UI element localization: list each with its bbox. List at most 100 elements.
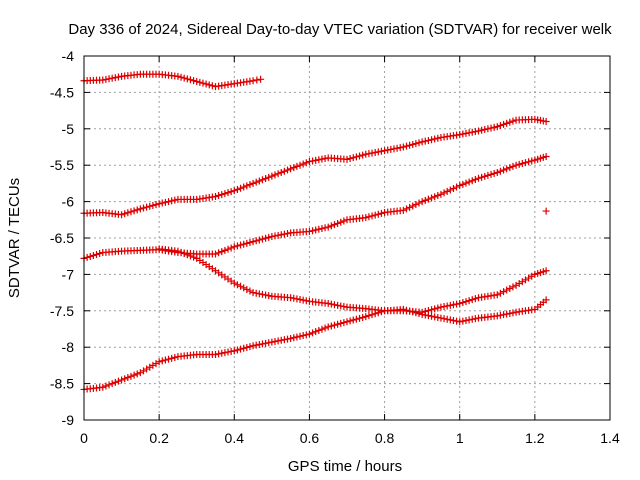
data-point-satellite-5 (456, 300, 464, 308)
data-point-satellite-4 (330, 321, 338, 329)
data-point-satellite-4 (221, 349, 229, 357)
data-point-satellite-5 (424, 307, 432, 315)
data-point-satellite-4 (296, 332, 304, 340)
data-point-satellite-3 (449, 184, 457, 192)
data-point-satellite-5 (180, 250, 188, 258)
data-point-satellite-3 (512, 161, 520, 169)
data-point-satellite-4 (324, 323, 332, 331)
data-point-satellite-3 (528, 157, 536, 165)
data-point-satellite-3 (83, 253, 91, 261)
data-point-satellite-1 (202, 80, 210, 88)
data-point-satellite-2 (359, 151, 367, 159)
data-point-satellite-5 (509, 283, 517, 291)
data-point-satellite-2 (371, 148, 379, 156)
data-point-satellite-4 (542, 296, 550, 304)
data-point-satellite-2 (246, 181, 254, 189)
data-point-satellite-3 (337, 218, 345, 226)
data-point-satellite-3 (409, 202, 417, 210)
data-point-satellite-4 (161, 356, 169, 364)
data-point-satellite-5 (265, 292, 273, 300)
data-point-satellite-4 (503, 310, 511, 318)
y-tick-label: -4 (62, 48, 75, 64)
data-point-satellite-4 (428, 312, 436, 320)
data-point-satellite-4 (321, 324, 329, 332)
data-point-satellite-5 (240, 284, 248, 292)
data-point-satellite-3 (431, 193, 439, 201)
data-point-satellite-1 (105, 75, 113, 83)
data-point-satellite-4 (212, 350, 219, 358)
data-point-satellite-4 (365, 312, 373, 320)
data-point-satellite-1 (253, 76, 261, 84)
data-point-satellite-2 (158, 199, 166, 207)
data-point-satellite-2 (293, 162, 301, 170)
x-tick-label: 1 (456, 430, 464, 446)
data-point-satellite-4 (121, 375, 129, 383)
data-point-satellite-2 (503, 119, 511, 127)
data-point-satellite-3 (237, 241, 245, 249)
data-point-satellite-3 (305, 227, 313, 235)
data-point-satellite-2 (343, 155, 351, 163)
data-point-satellite-1 (180, 74, 188, 82)
data-point-satellite-4 (280, 336, 288, 344)
data-point-satellite-3 (493, 168, 501, 176)
y-axis-label: SDTVAR / TECUs (6, 178, 23, 298)
data-point-satellite-4 (299, 332, 307, 340)
data-point-satellite-3 (255, 236, 263, 244)
data-point-satellite-2 (500, 120, 508, 128)
y-tick-label: -8.5 (50, 376, 74, 392)
plot-frame (83, 55, 611, 421)
data-point-satellite-2 (280, 167, 288, 175)
data-point-satellite-5 (459, 299, 467, 307)
data-point-satellite-2 (136, 205, 144, 213)
data-point-satellite-4 (158, 357, 166, 365)
data-point-satellite-2 (496, 122, 504, 130)
data-point-satellite-3 (268, 233, 276, 241)
data-point-satellite-3 (406, 203, 414, 211)
x-axis-label: GPS time / hours (288, 458, 402, 475)
data-point-satellite-4 (456, 318, 464, 326)
data-point-satellite-3 (96, 250, 104, 258)
data-point-satellite-3 (280, 230, 288, 238)
data-point-satellite-5 (337, 302, 345, 310)
y-tick-label: -6 (62, 194, 75, 210)
data-point-satellite-2 (471, 128, 479, 136)
data-point-satellite-2 (312, 156, 320, 164)
data-point-satellite-2 (387, 145, 395, 153)
data-point-satellite-2 (368, 149, 376, 157)
data-point-satellite-3 (277, 231, 285, 239)
data-point-satellite-5 (299, 296, 307, 304)
data-point-satellite-4 (249, 342, 257, 350)
data-point-satellite-3 (371, 211, 379, 219)
data-point-satellite-2 (118, 211, 126, 219)
data-marks (80, 70, 550, 393)
x-tick-label: 0.6 (300, 430, 320, 446)
data-point-satellite-4 (130, 371, 138, 379)
y-tick-label: -9 (62, 412, 75, 428)
data-point-satellite-3 (340, 217, 348, 225)
data-point-satellite-2 (459, 130, 467, 138)
data-point-satellite-4 (443, 315, 451, 323)
data-point-satellite-4 (133, 370, 141, 378)
data-point-satellite-2 (149, 201, 157, 209)
data-point-satellite-5 (521, 276, 529, 284)
data-point-satellite-1 (205, 81, 213, 89)
data-point-satellite-4 (340, 319, 348, 327)
data-point-satellite-3 (312, 226, 320, 234)
data-point-satellite-2 (315, 156, 323, 164)
data-point-satellite-2 (321, 155, 329, 163)
data-point-satellite-2 (381, 147, 389, 155)
data-point-satellite-5 (431, 305, 439, 313)
data-point-satellite-2 (434, 134, 442, 142)
data-point-satellite-2 (409, 140, 417, 148)
data-point-satellite-3 (428, 194, 436, 202)
data-point-satellite-3 (490, 169, 498, 177)
data-point-satellite-2 (402, 142, 410, 150)
data-point-satellite-2 (390, 145, 398, 153)
data-point-satellite-3 (374, 210, 382, 218)
data-point-satellite-3 (434, 192, 442, 200)
data-point-satellite-1 (111, 74, 119, 82)
data-point-satellite-2 (356, 152, 364, 160)
data-point-satellite-4 (139, 367, 147, 375)
data-point-satellite-3 (481, 172, 489, 180)
